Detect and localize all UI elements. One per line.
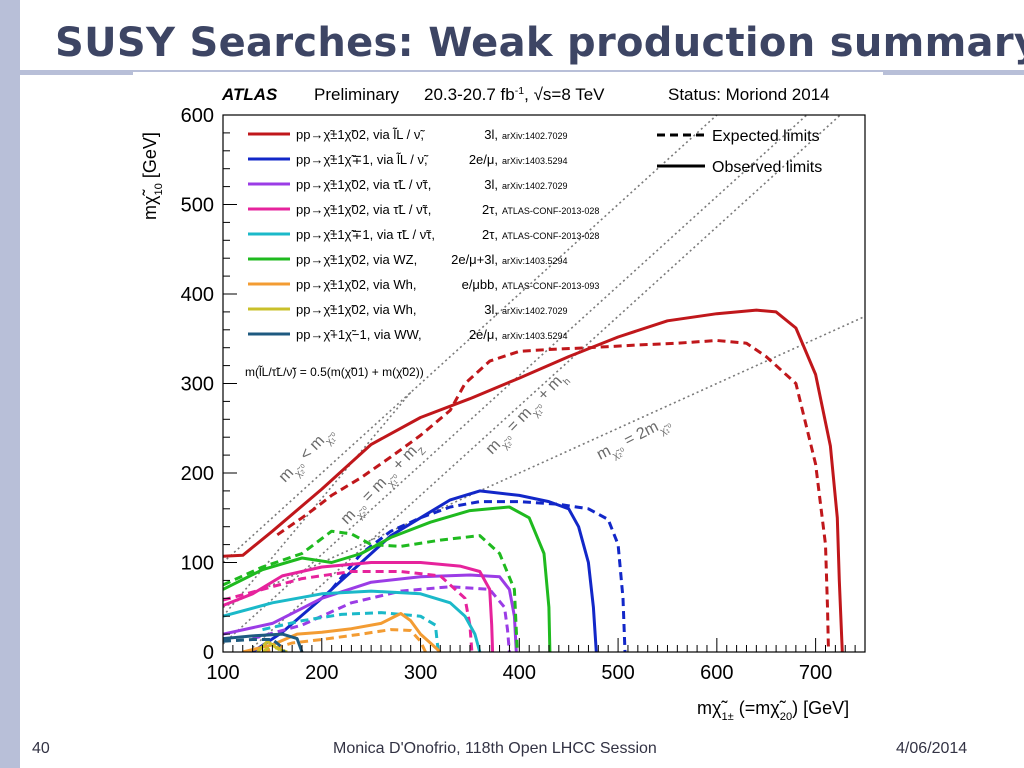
- legend-reference-5: ATLAS-CONF-2013-028: [502, 231, 599, 241]
- x-tick-label: 300: [404, 662, 437, 684]
- footer-date: 4/06/2014: [896, 740, 968, 757]
- y-tick-label: 100: [181, 553, 214, 575]
- style-legend-label-2: Observed limits: [712, 159, 822, 176]
- legend-process-8: pp→χ̃±1χ̃02, via Wh,: [296, 302, 417, 317]
- diagonal-line-2: [223, 115, 808, 645]
- x-tick-label: 700: [799, 662, 832, 684]
- expected-curve-7: [262, 628, 427, 652]
- style-legend-label-1: Expected limits: [712, 128, 820, 145]
- y-tick-label: 400: [181, 284, 214, 306]
- y-axis-title-part: 10: [153, 183, 165, 195]
- x-axis-title-part: ) [GeV]: [792, 698, 849, 718]
- legend-reference-6: arXiv:1403.5294: [502, 256, 568, 266]
- slide-title: SUSY Searches: Weak production summary: [55, 20, 1024, 66]
- footer-presenter: Monica D'Onofrio, 118th Open LHCC Sessio…: [333, 740, 657, 757]
- legend-reference-4: ATLAS-CONF-2013-028: [502, 206, 599, 216]
- header-luminosity-part: -1: [515, 85, 525, 97]
- legend-process-6: pp→χ̃±1χ̃02, via WZ,: [296, 252, 417, 267]
- legend-final-state-3: 3l,: [484, 177, 498, 192]
- page-number: 40: [32, 740, 50, 757]
- legend-process-7: pp→χ̃±1χ̃02, via Wh,: [296, 277, 417, 292]
- legend-process-2: pp→χ̃±1χ̃∓1, via l̃L / ν̃,: [296, 152, 429, 167]
- y-tick-label: 200: [181, 463, 214, 485]
- x-tick-label: 500: [601, 662, 634, 684]
- diagonal-label-3-part: h: [561, 376, 573, 388]
- legend-reference-9: arXiv:1403.5294: [502, 331, 568, 341]
- x-axis-title-part: 20: [780, 711, 792, 723]
- legend-final-state-4: 2τ,: [482, 202, 498, 217]
- observed-curve-9: [223, 632, 304, 652]
- legend-reference-2: arXiv:1403.5294: [502, 156, 568, 166]
- legend-final-state-8: 3l,: [484, 302, 498, 317]
- expected-curve-2: [330, 500, 627, 652]
- legend-process-1: pp→χ̃±1χ̃02, via l̃L / ν̃,: [296, 127, 425, 142]
- slepton-mass-note: m(l̃L/τ̃L/ν̃) = 0.5(m(χ̃01) + m(χ̃02)): [245, 364, 424, 379]
- observed-curve-3: [223, 573, 518, 652]
- header-experiment: ATLAS: [221, 85, 278, 104]
- header-luminosity-part: 20.3-20.7 fb: [424, 85, 515, 104]
- x-axis-title: mχ̃1± (=mχ̃20) [GeV]: [697, 698, 849, 723]
- limit-curves: [223, 308, 844, 652]
- header-status: Status: Moriond 2014: [668, 85, 830, 104]
- x-tick-label: 200: [305, 662, 338, 684]
- legend-final-state-2: 2e/μ,: [469, 152, 498, 167]
- x-tick-label: 400: [503, 662, 536, 684]
- legend-final-state-6: 2e/μ+3l,: [451, 252, 498, 267]
- diagonal-label-4-part: χ̃₁⁰: [658, 422, 674, 437]
- left-accent-bar: [0, 0, 20, 768]
- x-axis-title-part: (=m: [734, 698, 771, 718]
- slepton-note-line: [223, 391, 412, 617]
- header-luminosity: 20.3-20.7 fb-1, √s=8 TeV: [424, 85, 605, 104]
- legend-final-state-1: 3l,: [484, 127, 498, 142]
- y-tick-label: 500: [181, 195, 214, 217]
- legend-reference-7: ATLAS-CONF-2013-093: [502, 281, 599, 291]
- y-axis-title-part: m: [140, 205, 160, 220]
- x-axis-title-part: 1±: [721, 711, 733, 723]
- expected-curve-4: [223, 570, 474, 652]
- observed-curve-6: [223, 505, 552, 652]
- y-tick-label: 0: [203, 642, 214, 664]
- x-tick-label: 600: [700, 662, 733, 684]
- legend-process-3: pp→χ̃±1χ̃02, via τ̃L / ν̃τ,: [296, 177, 431, 192]
- legend-final-state-9: 2e/μ,: [469, 327, 498, 342]
- legend-process-9: pp→χ̃+1χ̃−1, via WW,: [296, 327, 422, 342]
- observed-curve-1: [223, 308, 844, 652]
- diagonal-lines: [223, 115, 865, 652]
- header-preliminary: Preliminary: [314, 85, 400, 104]
- legend-reference-1: arXiv:1402.7029: [502, 131, 568, 141]
- x-axis-title-part: m: [697, 698, 712, 718]
- observed-curve-2: [251, 489, 598, 652]
- x-tick-label: 100: [206, 662, 239, 684]
- legend-reference-3: arXiv:1402.7029: [502, 181, 568, 191]
- header-luminosity-part: , √s=8 TeV: [524, 85, 605, 104]
- legend-final-state-5: 2τ,: [482, 227, 498, 242]
- expected-curve-6: [223, 529, 519, 652]
- legend-process-5: pp→χ̃±1χ̃∓1, via τ̃L / ν̃τ,: [296, 227, 435, 242]
- legend-process-4: pp→χ̃±1χ̃02, via τ̃L / ν̃τ,: [296, 202, 431, 217]
- legend-final-state-7: e/μbb,: [462, 277, 498, 292]
- y-axis-title-part: [GeV]: [140, 132, 160, 183]
- expected-curve-1: [276, 339, 830, 652]
- legend-reference-8: arXiv:1402.7029: [502, 306, 568, 316]
- observed-curve-5: [223, 589, 482, 652]
- expected-curve-9: [223, 638, 286, 652]
- diagonal-line-3: [246, 115, 842, 652]
- y-tick-label: 300: [181, 374, 214, 396]
- observed-curve-7: [242, 612, 442, 652]
- plot-panel: [133, 72, 883, 724]
- diagonal-label-4-part: χ̃₂⁰: [611, 446, 628, 462]
- expected-curve-5: [262, 611, 440, 652]
- y-tick-label: 600: [181, 105, 214, 127]
- observed-curve-4: [223, 561, 495, 652]
